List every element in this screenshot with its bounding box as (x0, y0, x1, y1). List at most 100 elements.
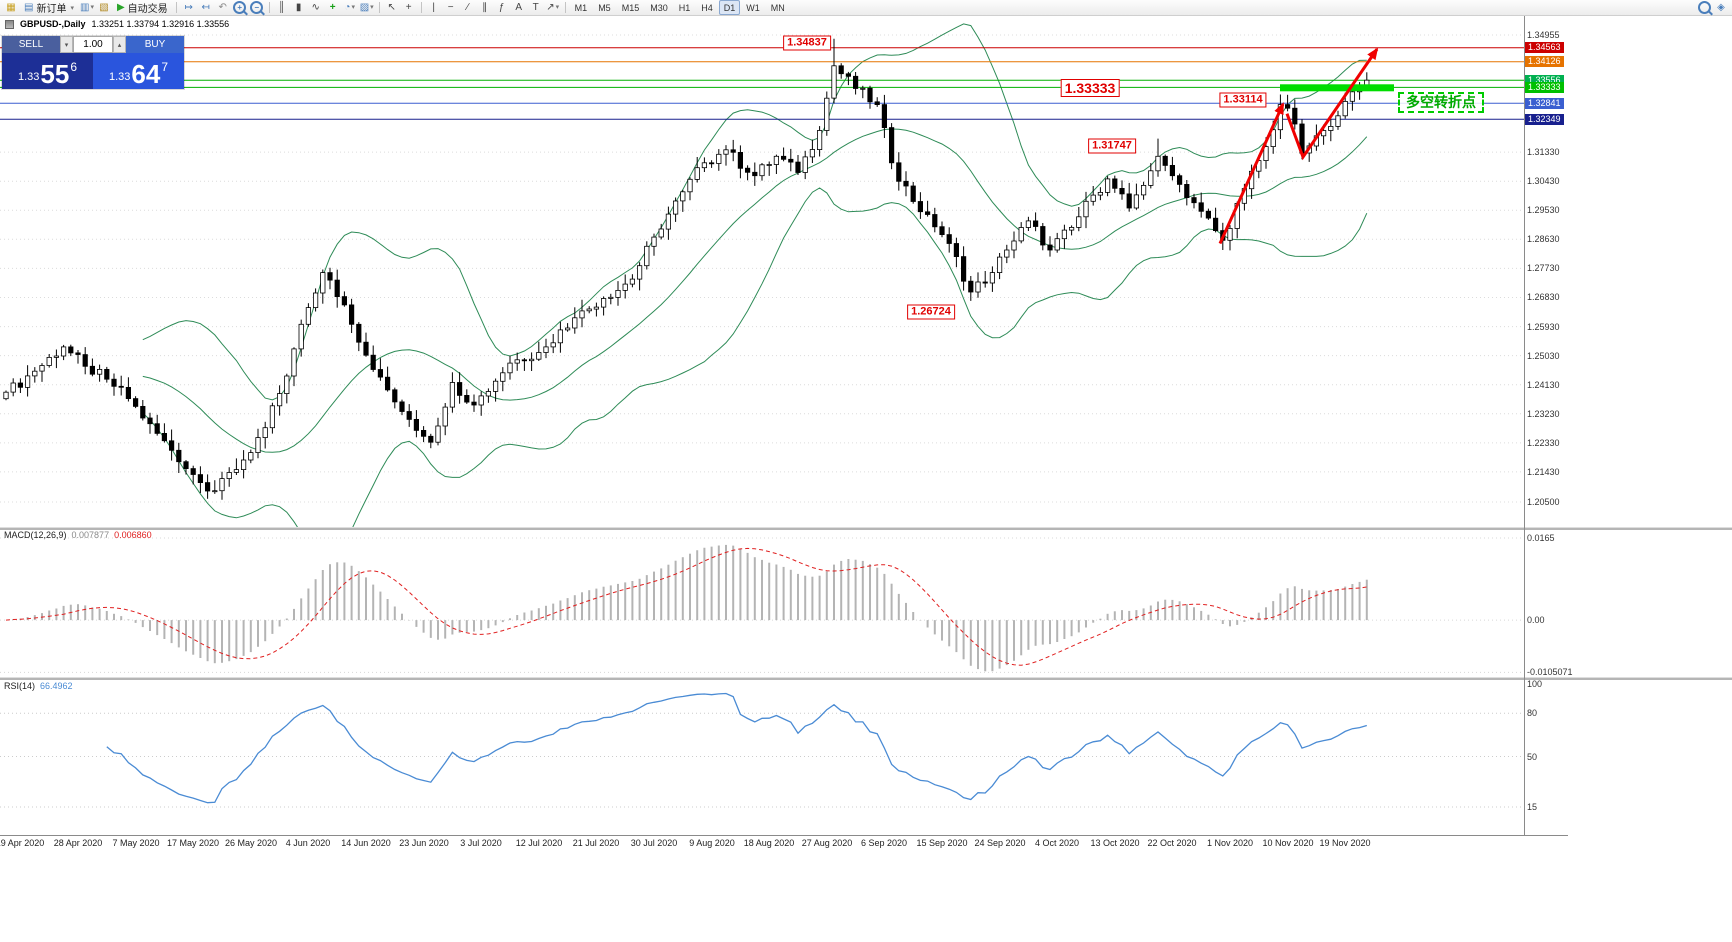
toolbar: ▦ ▤ 新订单 ▾ ▥ ▾ ▧ ▶ 自动交易 ↦ ↤ ↶ + − ║ ▮ ∿ + ◔ ▾ ▨ ▾ ↖ + | − ∕ ∥ ƒ A T ↗ ▾ M1… (0, 0, 1732, 16)
timeframe-m30[interactable]: M30 (650, 2, 668, 13)
periods-icon[interactable]: ◔ ▾ (344, 1, 355, 13)
sell-button[interactable]: SELL (2, 36, 60, 53)
price-axis-label: 1.26830 (1527, 292, 1560, 302)
date-axis-label: 22 Oct 2020 (1147, 838, 1197, 848)
price-axis-label: 1.28630 (1527, 234, 1560, 244)
cursor-icon[interactable]: ↖ (387, 1, 396, 13)
timeframe-mn[interactable]: MN (770, 2, 785, 13)
sell-price-button[interactable]: 1.33 55 6 (2, 53, 93, 89)
date-axis-label: 10 Nov 2020 (1262, 838, 1314, 848)
zoom-out-icon[interactable]: − (249, 1, 265, 15)
alerts-icon[interactable]: ▧ (99, 1, 109, 13)
search-icon[interactable] (1696, 1, 1712, 15)
date-axis-label: 7 May 2020 (112, 838, 160, 848)
lot-increase-button[interactable]: ▴ (113, 36, 126, 53)
add-indicator-icon[interactable]: + (329, 1, 336, 13)
date-axis-label: 15 Sep 2020 (916, 838, 968, 848)
macd-signal-value: 0.006860 (114, 530, 152, 540)
chart-shift-icon[interactable]: ↤ (201, 1, 210, 13)
date-axis-label: 27 Aug 2020 (801, 838, 853, 848)
price-annotation: 1.31747 (1088, 138, 1136, 154)
lot-size-input[interactable] (73, 36, 113, 53)
date-axis-label: 26 May 2020 (224, 838, 278, 848)
sell-price-main: 55 (40, 59, 70, 89)
buy-button[interactable]: BUY (126, 36, 184, 53)
fibonacci-icon[interactable]: ƒ (498, 1, 505, 13)
note-annotation: 多空转折点 (1398, 92, 1484, 113)
new-order-button[interactable]: ▤ 新订单 ▾ (24, 2, 74, 15)
main-chart[interactable] (0, 16, 1732, 527)
macd-panel[interactable] (0, 529, 1732, 677)
chart-window-icon[interactable]: ▦ (6, 1, 16, 13)
date-axis-label: 18 Aug 2020 (743, 838, 795, 848)
rsi-axis-label: 15 (1527, 802, 1538, 812)
date-axis-label: 17 May 2020 (166, 838, 220, 848)
timeframe-d1[interactable]: D1 (718, 0, 741, 15)
price-axis-label: 1.29530 (1527, 205, 1560, 215)
line-chart-icon[interactable]: ∿ (311, 1, 320, 13)
rsi-header: RSI(14) 66.4962 (4, 681, 73, 691)
chart-ohlc-values: 1.33251 1.33794 1.32916 1.33556 (91, 19, 230, 29)
text-icon[interactable]: A (515, 1, 522, 13)
quick-nav-icon[interactable]: ◈ (1717, 1, 1725, 13)
crosshair-icon[interactable]: + (405, 1, 412, 13)
lot-decrease-button[interactable]: ▾ (60, 36, 73, 53)
date-axis-border (0, 835, 1568, 836)
toolbar-separator (420, 2, 422, 13)
macd-value: 0.007877 (71, 530, 110, 540)
price-axis-tag: 1.32841 (1525, 98, 1564, 109)
timeframe-m15[interactable]: M15 (621, 2, 640, 13)
date-axis-label: 12 Jul 2020 (515, 838, 563, 848)
timeframe-h1[interactable]: H1 (678, 2, 691, 13)
autotrading-button[interactable]: ▶ 自动交易 (116, 2, 168, 15)
timeframe-w1[interactable]: W1 (746, 2, 760, 13)
timeframe-m1[interactable]: M1 (574, 2, 588, 13)
toolbar-separator (175, 2, 177, 13)
date-axis-label: 19 Nov 2020 (1319, 838, 1371, 848)
date-axis-label: 23 Jun 2020 (399, 838, 449, 848)
vertical-line-icon[interactable]: | (432, 1, 435, 13)
price-axis-tag: 1.34563 (1525, 42, 1564, 53)
date-axis-label: 13 Oct 2020 (1090, 838, 1140, 848)
rsi-axis-label: 50 (1527, 752, 1538, 762)
price-axis-tag: 1.34126 (1525, 56, 1564, 67)
chart-symbol-period: GBPUSD-,Daily (20, 19, 86, 29)
date-axis-label: 6 Sep 2020 (860, 838, 908, 848)
profiles-icon[interactable]: ▥ ▾ (79, 1, 94, 13)
trendline-icon[interactable]: ∕ (466, 1, 469, 13)
price-annotation: 1.34837 (783, 35, 831, 51)
rsi-panel[interactable] (0, 680, 1732, 833)
candlestick-chart-icon[interactable]: ▮ (295, 1, 302, 13)
rsi-label: RSI(14) (4, 681, 36, 691)
price-axis-tag: 1.33556 (1525, 75, 1564, 86)
horizontal-line-icon[interactable]: − (447, 1, 454, 13)
price-axis-label: 1.22330 (1527, 438, 1560, 448)
price-axis-label: 1.25930 (1527, 322, 1560, 332)
buy-price-button[interactable]: 1.33 64 7 (93, 53, 184, 89)
price-axis-label: 1.23230 (1527, 409, 1560, 419)
timeframe-h4[interactable]: H4 (701, 2, 713, 13)
date-axis-label: 14 Jun 2020 (341, 838, 391, 848)
price-axis-label: 1.24130 (1527, 380, 1560, 390)
autotrading-icon: ▶ (116, 2, 125, 13)
panel-separator[interactable] (0, 677, 1732, 680)
shapes-icon[interactable]: ↗ ▾ (546, 1, 560, 13)
templates-icon[interactable]: ▨ ▾ (359, 1, 374, 13)
date-axis-label: 1 Nov 2020 (1206, 838, 1254, 848)
price-axis-tag: 1.32349 (1525, 114, 1564, 125)
panel-separator[interactable] (0, 527, 1732, 530)
macd-axis-label: -0.0105071 (1527, 667, 1573, 677)
zoom-in-icon[interactable]: + (232, 1, 248, 15)
auto-scroll-icon[interactable]: ↦ (184, 1, 193, 13)
label-icon[interactable]: T (532, 1, 539, 13)
price-axis-tag: 1.33333 (1525, 82, 1564, 93)
date-axis-label: 9 Aug 2020 (689, 838, 735, 848)
undo-icon[interactable]: ↶ (218, 1, 227, 13)
timeframe-m5[interactable]: M5 (598, 2, 611, 13)
channel-icon[interactable]: ∥ (482, 1, 488, 13)
price-axis-label: 1.31330 (1527, 147, 1560, 157)
bar-chart-icon[interactable]: ║ (278, 1, 286, 13)
price-axis-border (1524, 16, 1525, 835)
date-axis-label: 19 Apr 2020 (0, 838, 45, 848)
